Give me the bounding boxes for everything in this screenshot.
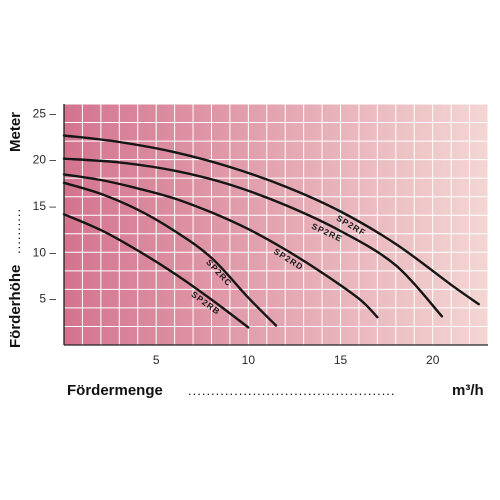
x-tick-label: 10	[242, 353, 256, 367]
y-tick-label: 15 –	[33, 199, 57, 213]
series-line-sp2rd	[62, 173, 379, 319]
y-axis-title: Förderhöhe	[7, 265, 24, 348]
x-axis-title-leader: ........................................…	[188, 383, 396, 398]
x-axis-unit: m³/h	[452, 382, 484, 399]
ticks: 5 – 10 – 15 – 20 – 25 – 5 10 15 20	[33, 106, 440, 367]
y-tick-label: 25 –	[33, 106, 57, 120]
x-tick-label: 15	[334, 353, 348, 367]
y-axis-title-leader: ..........	[8, 208, 23, 254]
x-tick-label: 5	[153, 353, 160, 367]
y-tick-label: 20 –	[33, 153, 57, 167]
y-tick-label: 5 –	[39, 292, 56, 306]
plot-area	[64, 104, 488, 345]
axes	[63, 104, 488, 346]
x-tick-label: 20	[426, 353, 440, 367]
series-line-sp2rb	[62, 213, 250, 329]
y-axis-unit: Meter	[7, 112, 24, 152]
series-group	[62, 134, 480, 329]
y-tick-label: 10 –	[33, 245, 57, 259]
series-line-sp2re	[62, 157, 444, 318]
series-line-sp2rf	[62, 134, 480, 306]
x-axis-title: Fördermenge	[67, 382, 163, 399]
series-line-sp2rc	[62, 181, 278, 327]
